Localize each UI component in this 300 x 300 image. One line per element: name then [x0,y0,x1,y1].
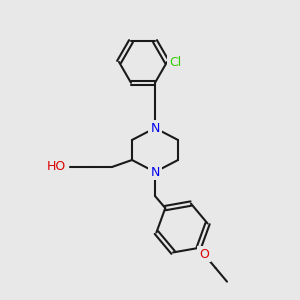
Text: Cl: Cl [169,56,181,68]
Text: N: N [150,122,160,134]
Text: N: N [150,166,160,178]
Text: O: O [199,248,209,260]
Text: HO: HO [47,160,66,173]
